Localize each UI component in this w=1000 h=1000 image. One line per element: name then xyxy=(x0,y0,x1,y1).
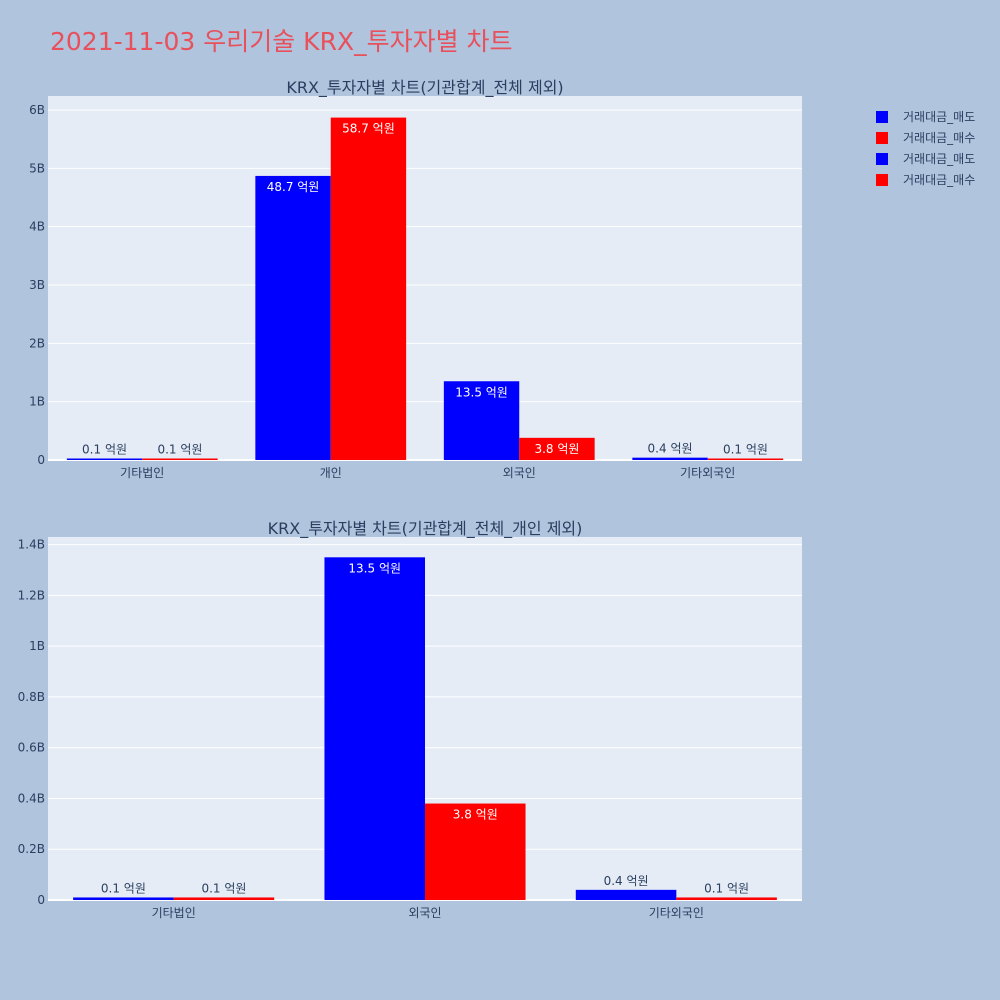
data-label: 3.8 억원 xyxy=(534,442,579,456)
y-tick-label: 6B xyxy=(29,103,45,117)
y-tick-label: 0.4B xyxy=(18,791,45,805)
bar xyxy=(676,897,777,900)
data-label: 0.1 억원 xyxy=(101,881,146,895)
bar xyxy=(142,458,218,460)
bar xyxy=(255,175,331,460)
legend-swatch xyxy=(876,110,888,123)
legend-label: 거래대금_매도 xyxy=(903,152,976,166)
x-tick-label: 기타법인 xyxy=(120,466,164,480)
bar xyxy=(443,381,520,460)
bar xyxy=(425,803,526,900)
legend-item[interactable]: 거래대금_매도 xyxy=(876,148,975,169)
bar xyxy=(707,458,784,460)
y-tick-label: 0 xyxy=(37,453,45,467)
legend-item[interactable]: 거래대금_매도 xyxy=(876,106,975,127)
legend-label: 거래대금_매수 xyxy=(903,173,976,187)
legend-item[interactable]: 거래대금_매수 xyxy=(876,169,975,190)
chart-title: KRX_투자자별 차트(기관합계_전체 제외) xyxy=(286,78,563,98)
chart-title: KRX_투자자별 차트(기관합계_전체_개인 제외) xyxy=(268,519,583,539)
data-label: 0.4 억원 xyxy=(648,442,693,456)
bar xyxy=(575,889,677,900)
y-tick-label: 2B xyxy=(29,336,45,350)
data-label: 58.7 억원 xyxy=(342,122,395,136)
bar xyxy=(73,897,174,900)
data-label: 48.7 억원 xyxy=(267,180,320,194)
y-tick-label: 1.2B xyxy=(18,588,45,602)
bar xyxy=(66,458,143,460)
page-title: 2021-11-03 우리기술 KRX_투자자별 차트 xyxy=(50,27,513,56)
y-tick-label: 4B xyxy=(29,220,45,234)
data-label: 0.1 억원 xyxy=(157,443,202,457)
y-tick-label: 0 xyxy=(37,893,45,907)
legend[interactable]: 거래대금_매도 거래대금_매수 거래대금_매도 거래대금_매수 xyxy=(876,106,975,190)
legend-label: 거래대금_매도 xyxy=(903,110,976,124)
bar xyxy=(519,437,595,460)
legend-swatch xyxy=(876,152,888,165)
bar xyxy=(324,557,425,900)
plot-area xyxy=(48,96,802,460)
legend-label: 거래대금_매수 xyxy=(903,131,976,145)
x-tick-label: 외국인 xyxy=(503,466,536,480)
x-tick-label: 개인 xyxy=(320,466,342,480)
bar xyxy=(330,117,407,460)
legend-item[interactable]: 거래대금_매수 xyxy=(876,127,975,148)
bar xyxy=(632,457,708,460)
x-tick-label: 기타법인 xyxy=(152,906,196,920)
legend-swatch xyxy=(876,131,888,144)
data-label: 13.5 억원 xyxy=(348,561,401,575)
data-label: 3.8 억원 xyxy=(453,808,498,822)
y-tick-label: 3B xyxy=(29,278,45,292)
data-label: 0.1 억원 xyxy=(201,881,246,895)
data-label: 0.1 억원 xyxy=(704,881,749,895)
y-tick-label: 1B xyxy=(29,395,45,409)
y-tick-label: 1B xyxy=(29,639,45,653)
x-tick-label: 기타외국인 xyxy=(649,906,704,920)
x-tick-label: 외국인 xyxy=(408,906,441,920)
data-label: 0.4 억원 xyxy=(604,874,649,888)
data-label: 0.1 억원 xyxy=(723,443,768,457)
bar xyxy=(173,897,275,900)
y-tick-label: 1.4B xyxy=(18,538,45,552)
y-tick-label: 0.2B xyxy=(18,842,45,856)
y-tick-label: 0.8B xyxy=(18,690,45,704)
data-label: 13.5 억원 xyxy=(455,385,508,399)
y-tick-label: 0.6B xyxy=(18,741,45,755)
x-tick-label: 기타외국인 xyxy=(680,466,735,480)
legend-swatch xyxy=(876,173,888,186)
chart-top: 0 1B 2B 3B 4B 5B 6B KRX_투자자별 차트(기관합계_전체 제외) 기타법인… xyxy=(29,78,802,480)
y-tick-label: 5B xyxy=(29,161,45,175)
data-label: 0.1 억원 xyxy=(82,443,127,457)
